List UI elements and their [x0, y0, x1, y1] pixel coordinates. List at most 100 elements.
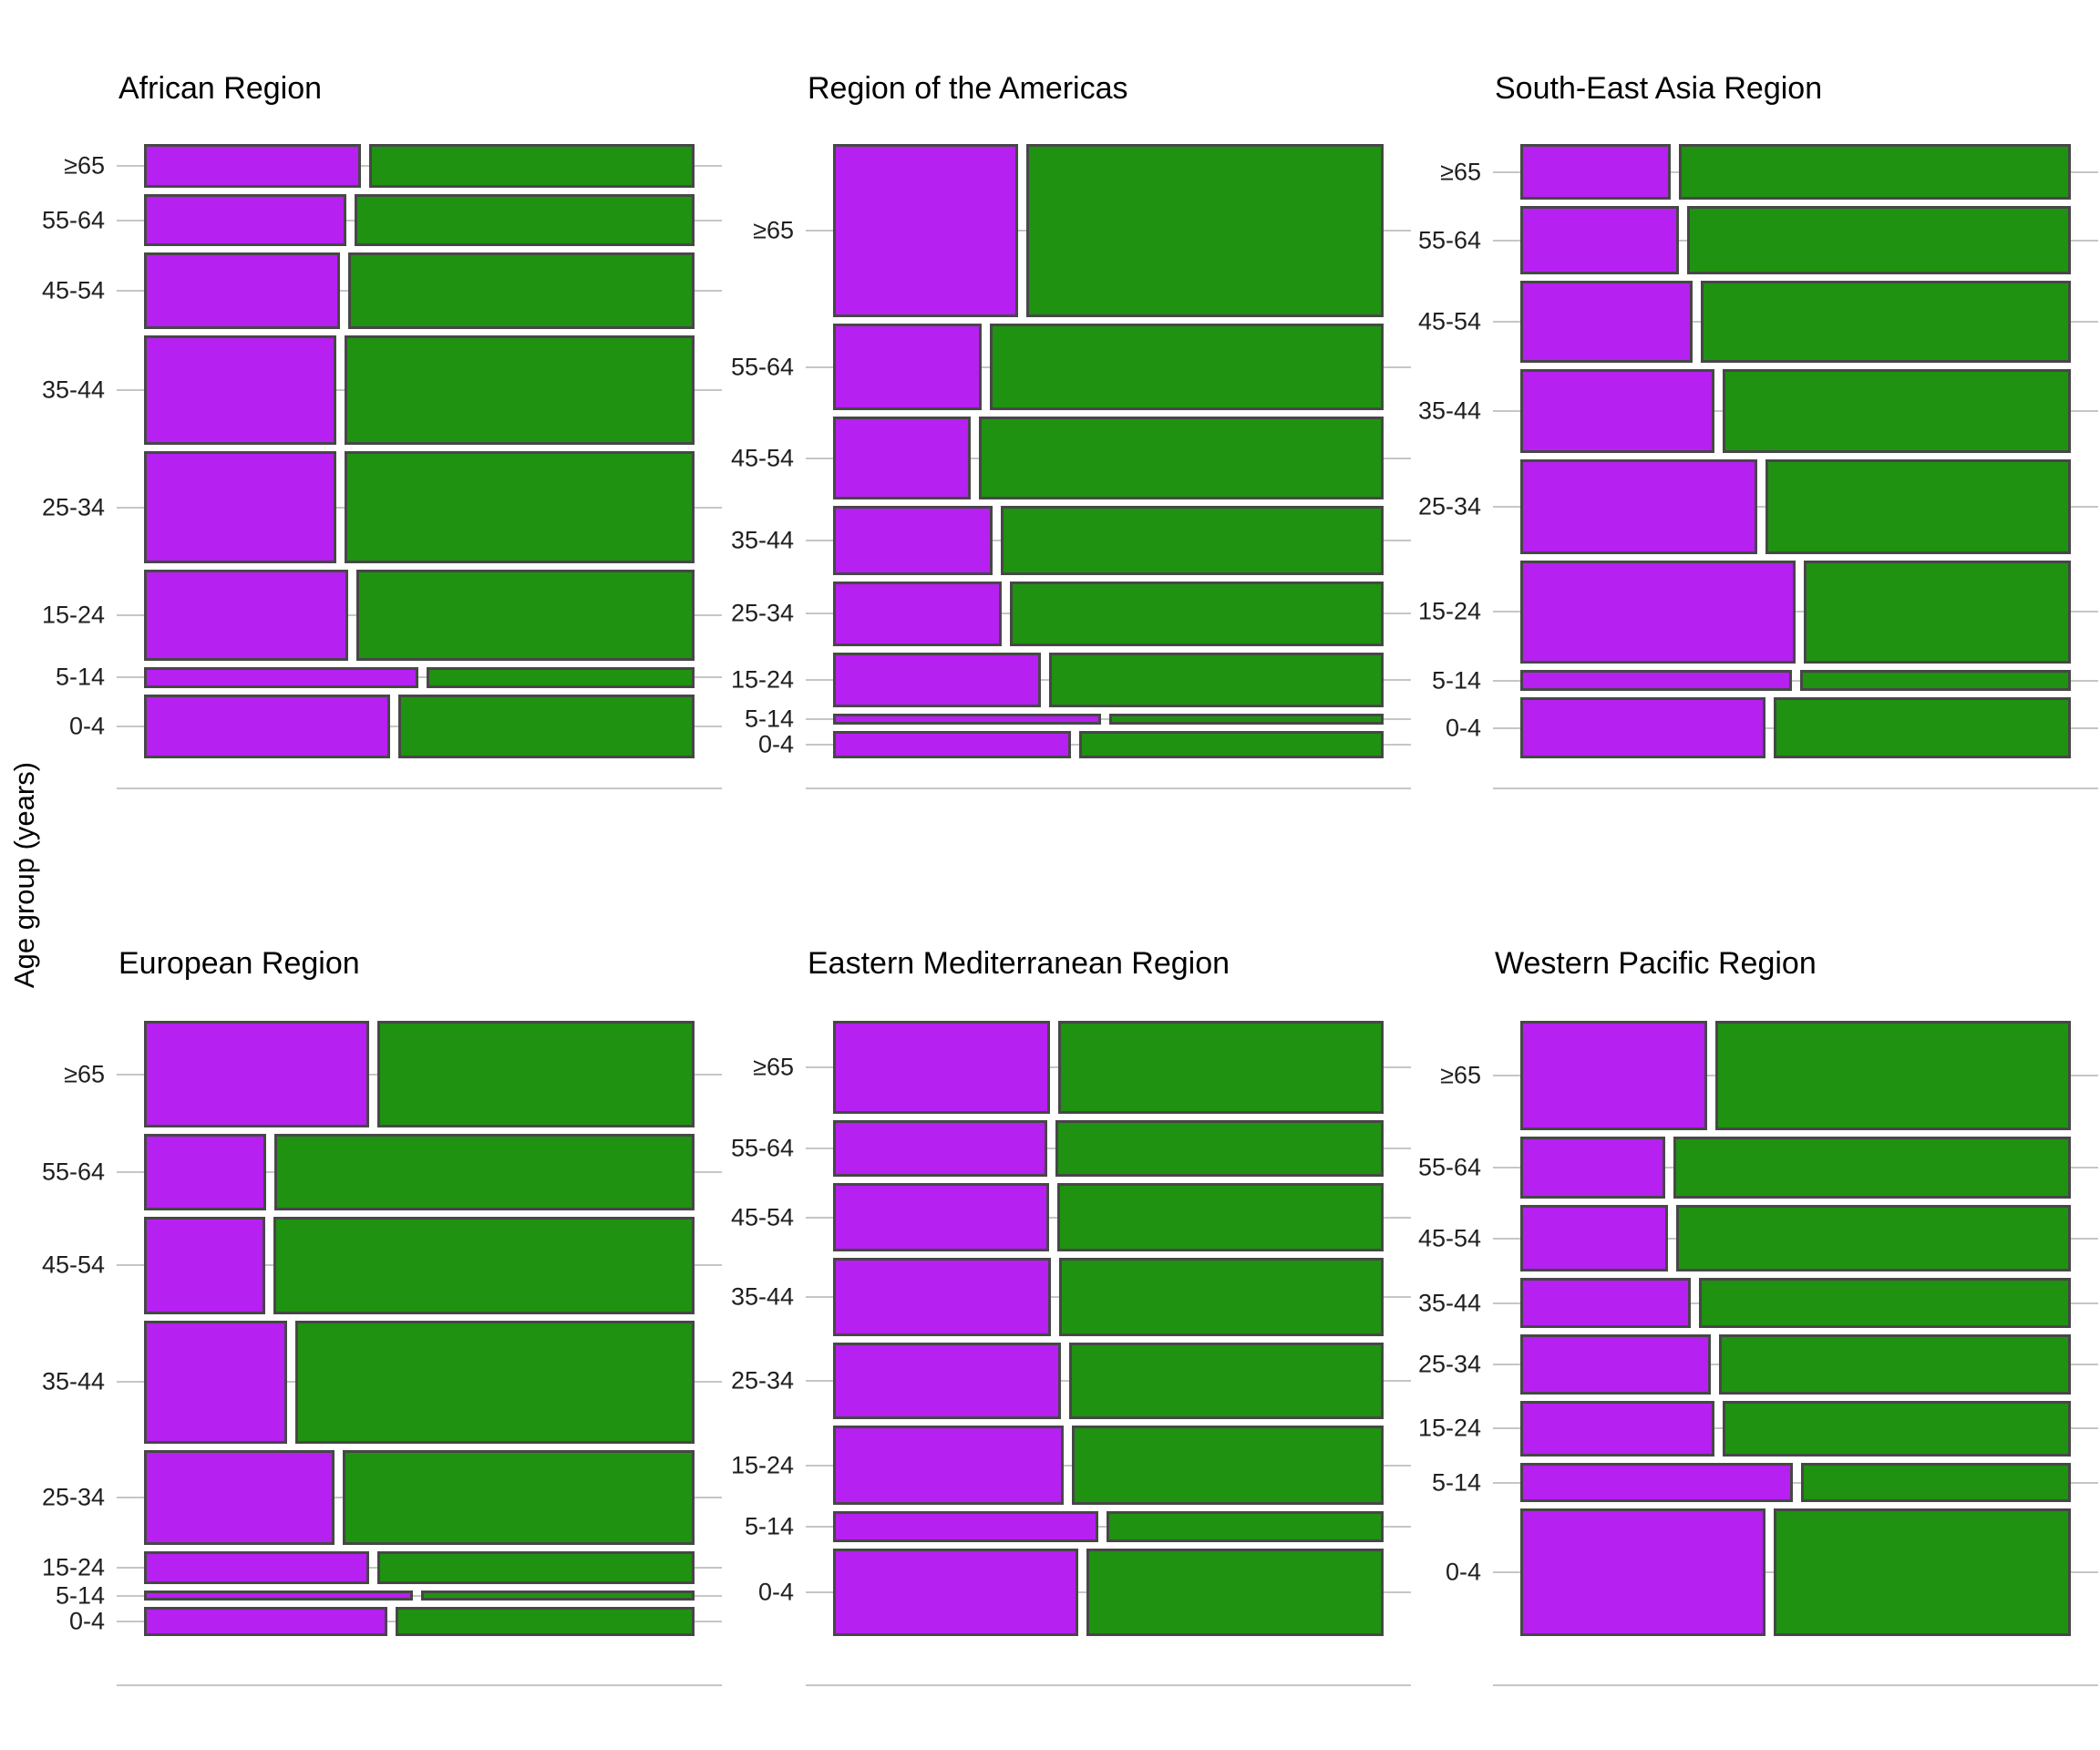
purple-segment: [144, 194, 346, 246]
age-group-label: 45-54: [1417, 1224, 1481, 1252]
x-axis-line: [1493, 788, 2098, 789]
age-group-label: 55-64: [41, 1158, 105, 1186]
panel-title: European Region: [118, 946, 360, 981]
green-segment: [990, 324, 1384, 411]
purple-segment: [833, 1183, 1050, 1252]
purple-segment: [144, 1134, 267, 1211]
mosaic-row-15-24: 15-24: [1418, 560, 2098, 664]
purple-segment: [833, 505, 993, 576]
green-segment: [1675, 1204, 2071, 1272]
age-group-label: 35-44: [1417, 396, 1481, 425]
green-segment: [1009, 582, 1384, 646]
mosaic-row-0-4: 0-4: [1446, 1508, 2098, 1636]
age-group-label: ≥65: [64, 1060, 105, 1088]
mosaic-row-45-54: 45-54: [731, 1183, 1411, 1252]
plot-area: ≥65 55-64 45-54 35-44 25-34 15-24 5-14 0-4: [1418, 114, 2098, 789]
plot-area: ≥65 55-64 45-54 35-44 25-34 15-24 5-14 0-4: [42, 989, 722, 1686]
purple-segment: [1520, 1136, 1665, 1199]
purple-segment: [144, 1450, 335, 1545]
purple-segment: [833, 324, 983, 411]
age-group-label: 5-14: [1431, 1468, 1481, 1497]
panel-title: Region of the Americas: [808, 71, 1128, 106]
green-segment: [1715, 1021, 2071, 1130]
mosaic-row-45-54: 45-54: [1418, 1204, 2098, 1272]
x-axis-line: [806, 788, 1411, 789]
age-group-label: 15-24: [41, 1553, 105, 1581]
mosaic-row-45-54: 45-54: [731, 417, 1411, 499]
purple-segment: [833, 1511, 1099, 1542]
purple-segment: [833, 1548, 1078, 1636]
purple-segment: [144, 1550, 370, 1585]
panel-european-region: European Region ≥65 55-64 45-54 35-44 25-34 15…: [42, 939, 722, 1690]
green-segment: [1804, 560, 2071, 664]
purple-segment: [144, 252, 340, 329]
age-group-label: 45-54: [1417, 307, 1481, 335]
green-segment: [1722, 1400, 2071, 1457]
mosaic-row-55-64: 55-64: [1418, 1136, 2098, 1199]
purple-segment: [1520, 1333, 1711, 1395]
green-segment: [347, 252, 695, 329]
mosaic-row-5-14: 5-14: [745, 1511, 1411, 1542]
age-group-label: 5-14: [744, 705, 794, 733]
x-axis-line: [1493, 1684, 2098, 1686]
purple-segment: [833, 1258, 1051, 1336]
row-gridline: [117, 1594, 722, 1597]
purple-segment: [833, 1021, 1051, 1115]
green-segment: [355, 194, 695, 246]
mosaic-row-0-4: 0-4: [69, 1607, 722, 1636]
green-segment: [1678, 144, 2071, 201]
mosaic-row-15-24: 15-24: [42, 1550, 722, 1585]
green-segment: [1086, 1548, 1384, 1636]
mosaic-row-55-64: 55-64: [731, 324, 1411, 411]
purple-segment: [833, 144, 1018, 318]
row-gridline: [1493, 679, 2098, 682]
purple-segment: [1520, 1508, 1765, 1636]
age-group-label: 5-14: [744, 1512, 794, 1540]
mosaic-row-0-4: 0-4: [69, 695, 722, 758]
age-group-label: 35-44: [730, 1282, 794, 1311]
mosaic-row-55-64: 55-64: [42, 194, 722, 246]
green-segment: [1765, 458, 2071, 554]
age-group-label: 25-34: [1417, 492, 1481, 520]
purple-segment: [144, 144, 362, 189]
row-gridline: [117, 676, 722, 679]
green-segment: [1079, 731, 1384, 758]
green-segment: [1109, 714, 1384, 726]
green-segment: [1773, 1508, 2071, 1636]
green-segment: [273, 1217, 695, 1314]
mosaic-row-65: ≥65: [753, 144, 1411, 318]
mosaic-row-25-34: 25-34: [731, 1342, 1411, 1419]
age-group-label: 25-34: [730, 1366, 794, 1395]
age-group-label: 55-64: [1417, 1153, 1481, 1181]
purple-segment: [833, 1120, 1048, 1177]
purple-segment: [1520, 1204, 1668, 1272]
purple-segment: [1520, 281, 1693, 364]
age-group-label: 0-4: [68, 1607, 105, 1635]
mosaic-bars: ≥65 55-64 45-54 35-44 25-34 15-24 5-14 0-4: [731, 1021, 1411, 1636]
purple-segment: [833, 417, 971, 499]
age-group-label: ≥65: [1440, 1061, 1481, 1089]
plot-area: ≥65 55-64 45-54 35-44 25-34 15-24 5-14 0-4: [1418, 989, 2098, 1686]
green-segment: [1001, 505, 1384, 576]
purple-segment: [1520, 1278, 1691, 1328]
purple-segment: [144, 1021, 370, 1128]
mosaic-row-5-14: 5-14: [1432, 1463, 2098, 1503]
mosaic-row-65: ≥65: [1440, 1021, 2098, 1130]
mosaic-row-15-24: 15-24: [42, 569, 722, 661]
mosaic-bars: ≥65 55-64 45-54 35-44 25-34 15-24 5-14 0-4: [42, 144, 722, 758]
age-group-label: ≥65: [1440, 158, 1481, 186]
age-group-label: 0-4: [757, 1578, 794, 1606]
green-segment: [1687, 206, 2071, 275]
mosaic-row-5-14: 5-14: [745, 705, 1411, 733]
mosaic-bars: ≥65 55-64 45-54 35-44 25-34 15-24 5-14 0-4: [1418, 144, 2098, 758]
purple-segment: [1520, 1400, 1714, 1457]
purple-segment: [833, 652, 1042, 708]
mosaic-row-0-4: 0-4: [1446, 697, 2098, 758]
x-axis-line: [117, 1684, 722, 1686]
green-segment: [377, 1021, 695, 1128]
panel-region-of-the-americas: Region of the Americas ≥65 55-64 45-54 35-44…: [731, 64, 1411, 793]
age-group-label: 15-24: [41, 601, 105, 629]
mosaic-row-65: ≥65: [64, 144, 722, 189]
purple-segment: [144, 666, 418, 688]
age-group-label: 15-24: [730, 665, 794, 694]
